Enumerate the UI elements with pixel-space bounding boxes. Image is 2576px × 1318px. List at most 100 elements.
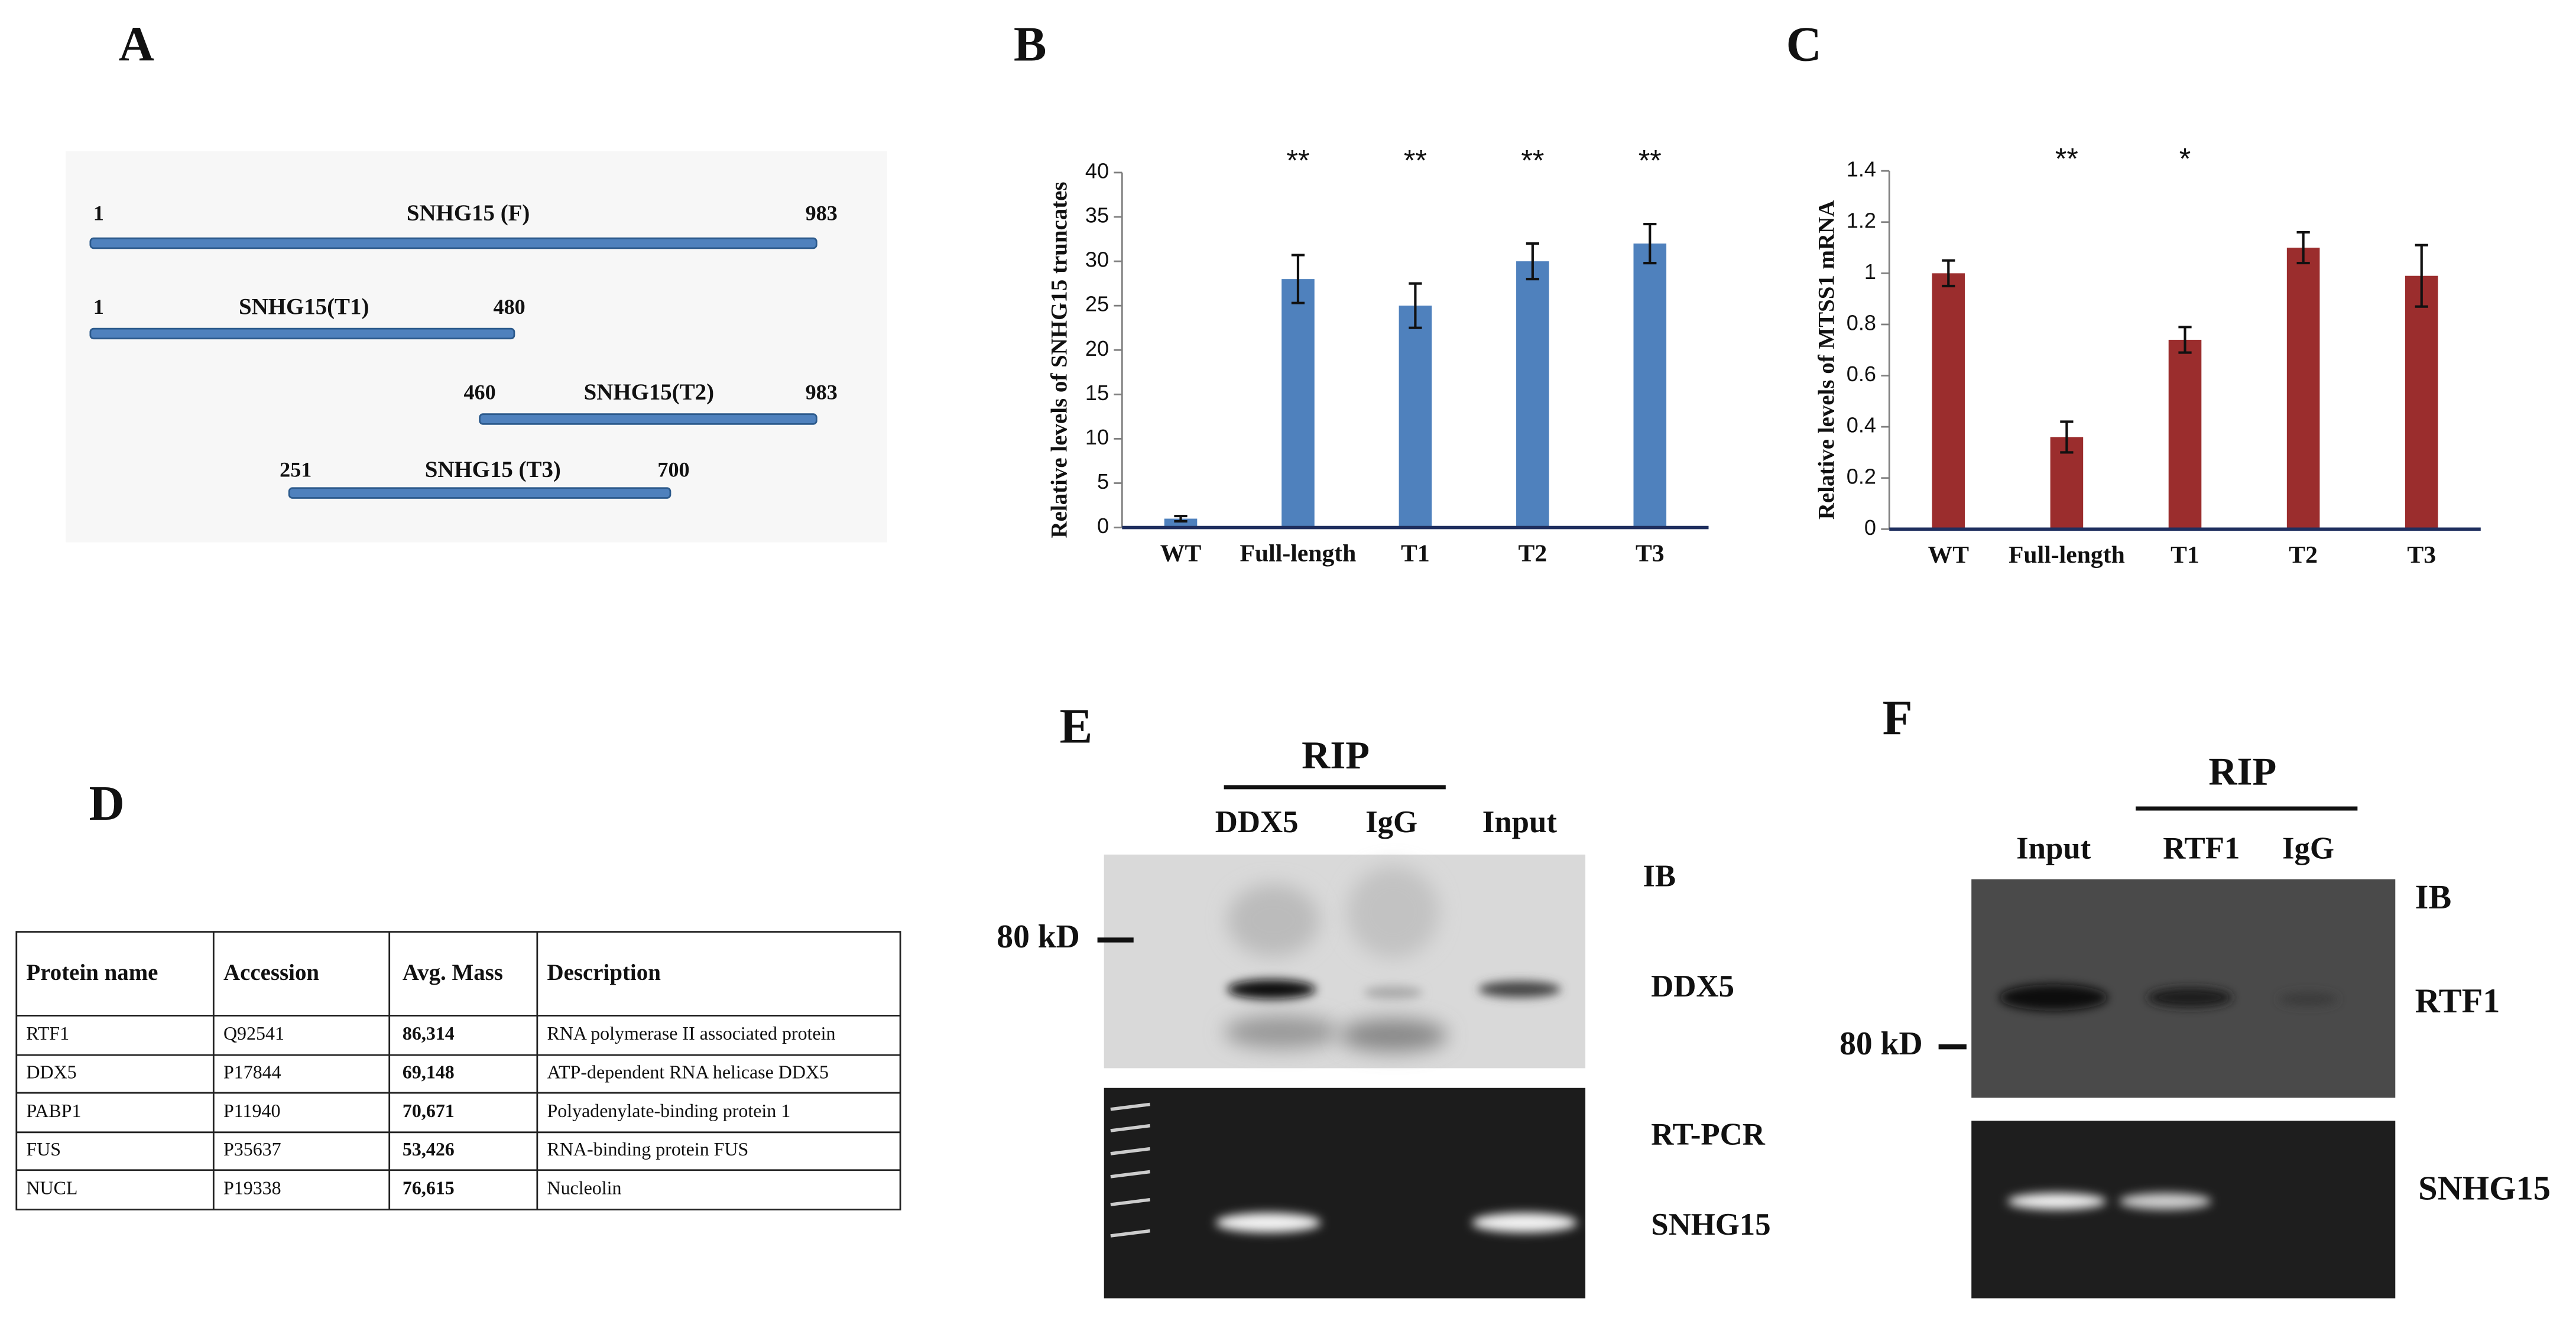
bar	[1633, 244, 1667, 528]
y-tick-label: 1.4	[1847, 157, 1876, 181]
x-tick-label: WT	[1928, 541, 1970, 569]
gel-band	[1472, 1213, 1578, 1233]
significance-label: **	[1521, 144, 1544, 177]
blot-band	[1999, 984, 2108, 1011]
construct-end: 480	[494, 295, 525, 319]
table-cell: PABP1	[26, 1101, 81, 1121]
construct-bar	[479, 413, 817, 425]
bar	[1281, 279, 1315, 528]
lane-label: Input	[1482, 805, 1558, 839]
table-cell: P35637	[223, 1139, 281, 1160]
group-label: RIP	[1302, 734, 1370, 777]
significance-label: **	[2055, 142, 2078, 176]
lane-label: IgG	[2282, 831, 2334, 865]
y-tick-label: 0.4	[1847, 413, 1876, 437]
x-tick-label: T2	[1519, 540, 1547, 567]
lane-label: Input	[2016, 831, 2091, 865]
y-tick-label: 15	[1085, 381, 1109, 405]
table-cell: FUS	[26, 1139, 61, 1160]
y-tick-label: 10	[1085, 425, 1109, 449]
table-cell: ATP-dependent RNA helicase DDX5	[547, 1061, 829, 1082]
lane-label: IgG	[1365, 805, 1417, 839]
table-cell: RTF1	[26, 1023, 69, 1044]
blot-smear	[1339, 1018, 1448, 1052]
construct-bar	[89, 327, 515, 340]
y-axis-label: Relative levels of MTSS1 mRNA	[1813, 200, 1839, 520]
construct-name: SNHG15 (F)	[407, 200, 530, 226]
pcr-gel	[1104, 1087, 1586, 1298]
x-tick-label: T3	[1636, 540, 1665, 567]
y-tick-label: 0.2	[1847, 464, 1876, 488]
gel-label: RT-PCR	[1651, 1117, 1766, 1151]
y-axis-label: Relative levels of SNHG15 truncates	[1046, 181, 1072, 538]
construct-diagram: 1 SNHG15 (F) 983 1 SNHG15(T1) 480 460 SNHG15(T2…	[89, 200, 838, 499]
gel-band	[1215, 1213, 1321, 1233]
significance-label: **	[1639, 144, 1662, 177]
panel-label: C	[1786, 18, 1822, 72]
x-tick-label: T1	[2171, 541, 2199, 569]
marker-label: 80 kD	[1839, 1025, 1923, 1062]
panel-label: D	[89, 777, 125, 831]
gel-band	[2119, 1193, 2211, 1210]
ladder	[1110, 1102, 1150, 1238]
table-cell: DDX5	[26, 1061, 76, 1082]
table-cell: P11940	[223, 1101, 280, 1121]
blot-smear	[1224, 1015, 1339, 1048]
protein-table: Protein name Accession Avg. Mass Descriptio…	[15, 931, 901, 1210]
x-tick-label: T2	[2289, 541, 2318, 569]
significance-label: **	[1286, 144, 1309, 177]
table-cell: Polyadenylate-binding protein 1	[547, 1101, 791, 1121]
y-tick-label: 5	[1097, 469, 1109, 494]
x-tick-label: Full-length	[2009, 541, 2125, 569]
table-cell: Nucleolin	[547, 1177, 622, 1198]
construct-start: 460	[463, 381, 495, 404]
y-tick-label: 0.8	[1847, 311, 1876, 335]
construct-end: 700	[657, 457, 689, 481]
construct-end: 983	[806, 202, 838, 225]
blot-band	[1363, 986, 1423, 999]
construct-start: 1	[93, 202, 104, 225]
gel-target: SNHG15	[2418, 1168, 2551, 1207]
table-cell: P19338	[223, 1177, 281, 1198]
table-cell: 70,671	[403, 1101, 455, 1121]
blot-band	[2278, 992, 2338, 1006]
bar	[2405, 275, 2438, 530]
construct-name: SNHG15(T2)	[584, 379, 714, 405]
table-border	[15, 931, 901, 1210]
y-tick-label: 0	[1097, 514, 1109, 538]
table-cell: 86,314	[403, 1023, 455, 1044]
construct-bar	[288, 487, 671, 499]
construct-end: 983	[806, 381, 838, 404]
blot-band	[1478, 981, 1561, 998]
construct-name: SNHG15(T1)	[239, 294, 369, 320]
table-cell: 76,615	[403, 1177, 455, 1198]
y-tick-label: 1	[1864, 259, 1876, 284]
bar	[2286, 248, 2320, 530]
blot-band	[2147, 988, 2233, 1008]
lane-label: DDX5	[1215, 805, 1299, 839]
y-tick-label: 35	[1085, 203, 1109, 228]
y-tick-label: 0.6	[1847, 362, 1876, 386]
bar	[1399, 306, 1432, 528]
x-tick-label: Full-length	[1240, 540, 1357, 567]
blot-label: IB	[2415, 878, 2452, 916]
table-cell: NUCL	[26, 1177, 77, 1198]
significance-label: *	[2179, 142, 2191, 176]
table-cell: Q92541	[223, 1023, 284, 1044]
construct-start: 251	[280, 457, 312, 481]
panel-label: F	[1883, 692, 1913, 746]
bar	[1516, 261, 1549, 528]
construct-bar	[89, 237, 817, 249]
gel-band	[2007, 1193, 2107, 1210]
blot-target: RTF1	[2415, 981, 2500, 1020]
table-cell: RNA-binding protein FUS	[547, 1139, 749, 1160]
table-header: Protein name	[26, 960, 158, 985]
panel-label: B	[1014, 18, 1047, 72]
panel-label: A	[119, 18, 154, 72]
table-cell: RNA polymerase II associated protein	[547, 1023, 836, 1044]
blot-smear	[1347, 866, 1439, 959]
table-cell: P17844	[223, 1061, 281, 1082]
y-tick-label: 0	[1864, 515, 1876, 540]
bar	[2168, 339, 2202, 530]
